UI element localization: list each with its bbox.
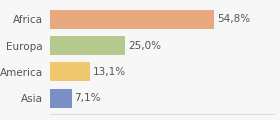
Bar bbox=[50, 10, 214, 29]
Text: 25,0%: 25,0% bbox=[128, 41, 161, 51]
Text: 54,8%: 54,8% bbox=[217, 14, 250, 24]
Bar bbox=[50, 36, 125, 55]
Text: 13,1%: 13,1% bbox=[92, 67, 126, 77]
Bar bbox=[50, 89, 72, 108]
Text: 7,1%: 7,1% bbox=[74, 93, 101, 103]
Bar bbox=[50, 63, 90, 81]
